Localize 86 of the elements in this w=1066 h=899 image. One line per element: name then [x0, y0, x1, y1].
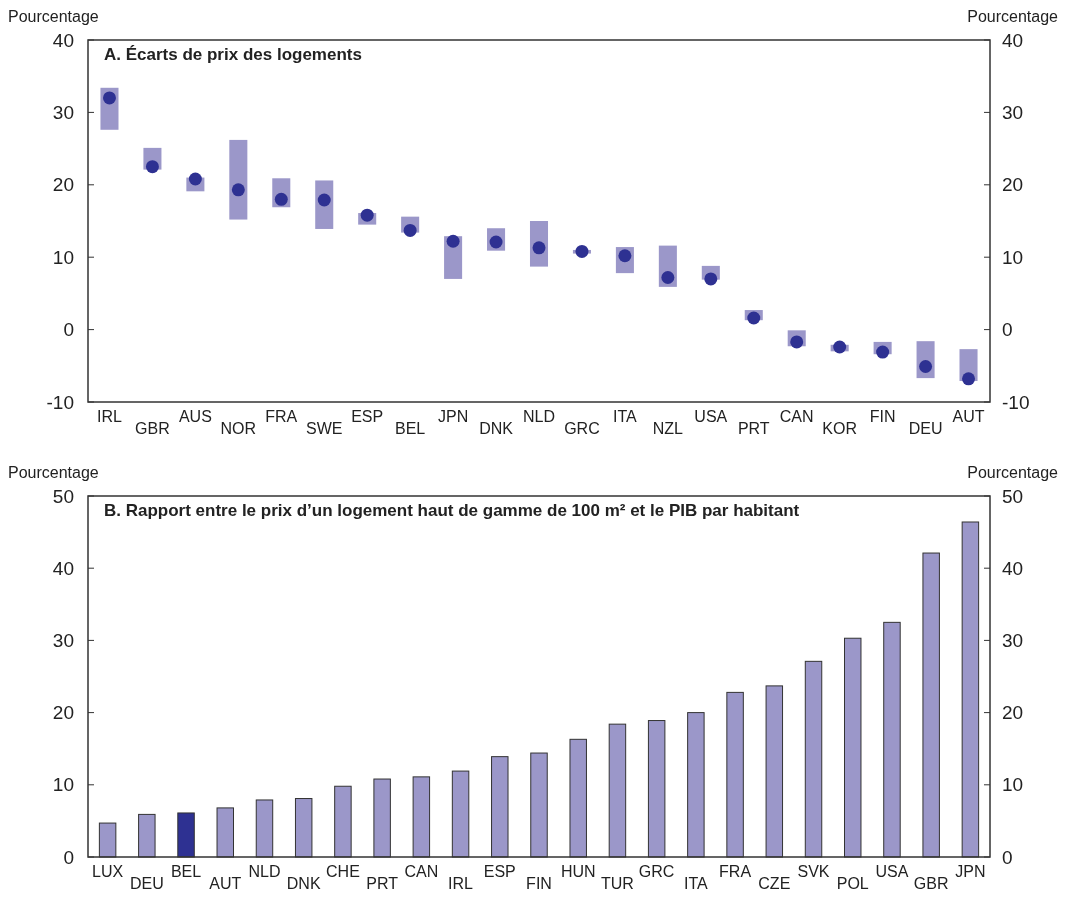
y-tick-label: 30 [52, 102, 74, 124]
y2-tick-label: 10 [1002, 774, 1024, 796]
x-tick-label: HUN [560, 863, 596, 880]
x-tick-label: JPN [437, 408, 469, 425]
y2-tick-label: 10 [1002, 246, 1024, 268]
x-tick-label: IRL [448, 875, 474, 892]
x-tick-label: CAN [404, 863, 439, 880]
x-tick-label: DEU [129, 875, 164, 892]
y2-tick-label: 50 [1002, 485, 1024, 507]
x-tick-label: AUT [209, 875, 242, 892]
x-tick-label: GBR [913, 875, 949, 892]
point [145, 160, 159, 174]
x-tick-label: CZE [758, 875, 791, 892]
x-tick-label: DNK [479, 420, 514, 437]
x-tick-label: CAN [779, 408, 814, 425]
x-tick-label: ITA [684, 875, 709, 892]
x-tick-label: ESP [351, 408, 384, 425]
x-tick-label: PRT [366, 875, 399, 892]
point [747, 311, 761, 325]
x-tick-label: NLD [522, 408, 556, 425]
y2-tick-label: 20 [1002, 174, 1024, 196]
x-tick-label: DEU [908, 420, 943, 437]
y-tick-label: 10 [52, 246, 74, 268]
x-tick-label: PRT [737, 420, 770, 437]
x-tick-label: JPN [955, 863, 986, 880]
x-tick-label: GRC [564, 420, 600, 437]
y2-axis-title: Pourcentage [967, 8, 1059, 25]
point [360, 208, 374, 222]
y-tick-label: 20 [52, 174, 74, 196]
x-tick-label: FRA [719, 863, 752, 880]
x-tick-label: GRC [638, 863, 675, 880]
x-tick-label: BEL [170, 863, 202, 880]
point [231, 183, 245, 197]
x-tick-label: IRL [97, 408, 123, 425]
y-tick-label: 30 [52, 630, 74, 652]
x-tick-label: ITA [613, 408, 638, 425]
y2-tick-label: 30 [1002, 102, 1024, 124]
x-tick-label: NZL [652, 420, 684, 437]
y-tick-label: 40 [52, 557, 74, 579]
x-tick-label: LUX [92, 863, 124, 880]
x-tick-label: USA [694, 408, 728, 425]
y2-tick-label: -10 [1002, 391, 1030, 413]
y-tick-label: 0 [63, 319, 74, 341]
x-tick-label: SVK [797, 863, 830, 880]
x-tick-label: ESP [483, 863, 516, 880]
bar [229, 139, 248, 220]
x-tick-label: POL [836, 875, 869, 892]
y-tick-label: 50 [52, 485, 74, 507]
point [575, 244, 589, 258]
x-tick-label: KOR [822, 420, 857, 437]
y2-tick-label: 0 [1002, 846, 1013, 868]
point [876, 345, 890, 359]
point [962, 372, 976, 386]
y2-tick-label: 30 [1002, 630, 1024, 652]
y-tick-label: -10 [46, 391, 74, 413]
x-tick-label: TUR [600, 875, 634, 892]
x-tick-label: AUS [178, 408, 212, 425]
x-tick-label: FIN [526, 875, 552, 892]
y-axis-title: Pourcentage [8, 464, 99, 481]
x-tick-label: SWE [306, 420, 343, 437]
x-tick-label: DNK [286, 875, 321, 892]
x-tick-label: FIN [869, 408, 896, 425]
x-tick-label: GBR [135, 420, 170, 437]
y-axis-title: Pourcentage [8, 8, 99, 25]
x-tick-label: NLD [248, 863, 281, 880]
y2-tick-label: 40 [1002, 557, 1024, 579]
point [833, 340, 847, 354]
x-tick-label: CHE [326, 863, 360, 880]
y-tick-label: 10 [52, 774, 74, 796]
point [102, 91, 116, 105]
y-tick-label: 0 [63, 846, 74, 868]
point [661, 270, 675, 284]
x-tick-label: AUT [952, 408, 985, 425]
chart-title: A. Écarts de prix des logements [104, 45, 362, 64]
x-tick-label: BEL [395, 420, 426, 437]
chart-title: B. Rapport entre le prix d’un logement haut de gamme de 100 m² et le PIB par habitant [104, 501, 800, 520]
x-tick-label: FRA [265, 408, 298, 425]
x-tick-label: NOR [220, 420, 257, 437]
y2-axis-title: Pourcentage [967, 464, 1059, 481]
y-tick-label: 20 [52, 702, 74, 724]
x-tick-label: USA [875, 863, 909, 880]
y-tick-label: 40 [52, 29, 74, 51]
y2-tick-label: 40 [1002, 29, 1024, 51]
y2-tick-label: 20 [1002, 702, 1024, 724]
y2-tick-label: 0 [1002, 319, 1013, 341]
point [446, 234, 460, 248]
